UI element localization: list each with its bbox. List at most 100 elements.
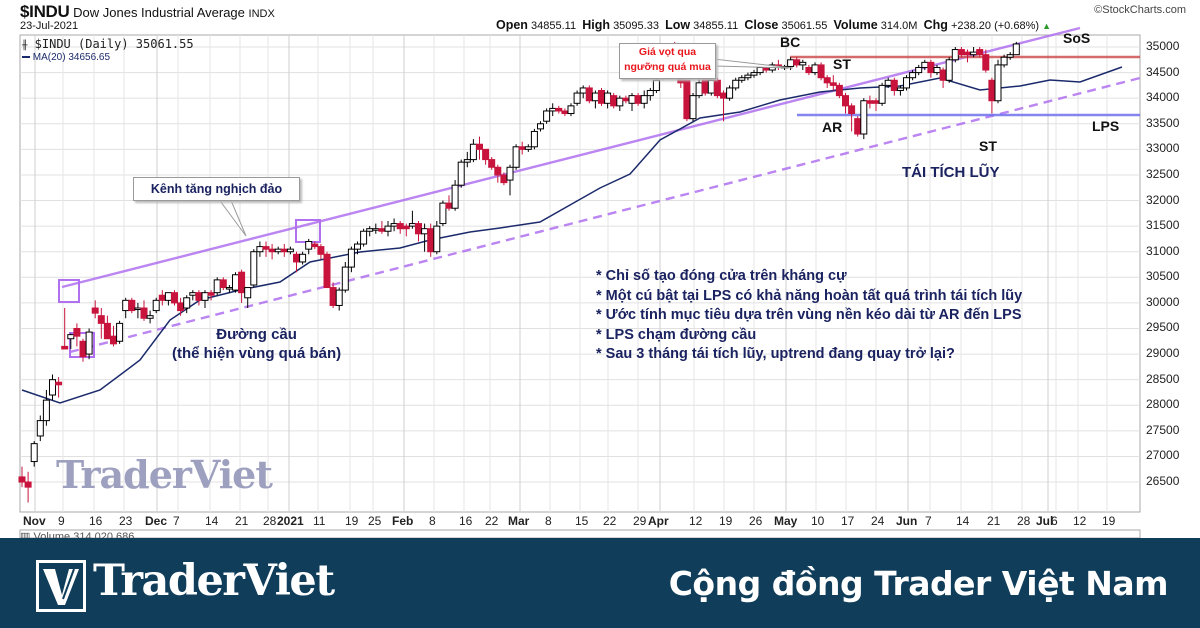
y-tick-label: 34500 <box>1146 64 1180 79</box>
y-tick-label: 30500 <box>1146 269 1180 284</box>
bar-chart-icon: ▥ <box>20 531 31 543</box>
label-st-1: ST <box>833 56 851 72</box>
x-tick-label: 21 <box>235 514 249 528</box>
x-tick-label: 16 <box>89 514 103 528</box>
open-value: 34855.11 <box>531 20 577 32</box>
copyright: ©StockCharts.com <box>1094 4 1186 16</box>
label-sos: SoS <box>1063 30 1091 46</box>
label-bc: BC <box>780 34 801 50</box>
x-tick-label: 8 <box>429 514 436 528</box>
demand-line-label-2: (thể hiện vùng quá bán) <box>172 345 342 362</box>
legend-price: ╫ $INDU (Daily) 35061.55 <box>22 37 194 51</box>
y-tick-label: 32500 <box>1146 166 1180 181</box>
y-tick-label: 30000 <box>1146 294 1180 309</box>
logo-icon <box>36 560 86 612</box>
reaccumulation-label: TÁI TÍCH LŨY <box>902 164 1000 181</box>
x-tick-label: 12 <box>689 514 703 528</box>
note-item: * Một cú bật tại LPS có khả năng hoàn tấ… <box>596 287 1023 304</box>
x-tick-label: 28 <box>1017 514 1031 528</box>
legend-ma-label: MA(20) 34656.65 <box>32 52 111 63</box>
x-tick-label: 12 <box>1073 514 1087 528</box>
y-tick-label: 29500 <box>1146 320 1180 335</box>
x-tick-label: 8 <box>545 514 552 528</box>
x-tick-label: 28 <box>263 514 277 528</box>
x-tick-label: Mar <box>508 514 530 528</box>
x-tick-label: 21 <box>987 514 1001 528</box>
x-tick-label: 7 <box>925 514 932 528</box>
callout-overbought: Giá vọt qua ngưỡng quá mua <box>619 43 716 79</box>
x-tick-label: Nov <box>23 514 46 528</box>
y-tick-label: 27500 <box>1146 422 1180 437</box>
symbol: $INDU <box>20 2 70 21</box>
y-tick-label: 33000 <box>1146 141 1180 156</box>
label-lps: LPS <box>1092 118 1120 134</box>
note-item: * Ước tính mục tiêu dựa trên vùng nền ké… <box>596 307 1022 323</box>
x-tick-label: 23 <box>119 514 133 528</box>
close-value: 35061.55 <box>781 20 828 32</box>
note-item: * LPS chạm đường cầu <box>596 326 757 343</box>
x-tick-label: 9 <box>58 514 65 528</box>
close-label: Close <box>744 18 779 32</box>
label-st-2: ST <box>979 138 997 154</box>
chg-value: +238.20 (+0.68%) <box>950 20 1040 32</box>
legend-ma: MA(20) 34656.65 <box>22 52 110 63</box>
demand-line-label: Đường cầu (thể hiện vùng quá bán) <box>172 325 341 363</box>
low-value: 34855.11 <box>693 20 739 32</box>
x-tick-label: 7 <box>173 514 180 528</box>
x-tick-label: 19 <box>719 514 733 528</box>
y-tick-label: 32000 <box>1146 192 1180 207</box>
x-tick-label: 16 <box>459 514 473 528</box>
x-tick-label: 19 <box>1102 514 1116 528</box>
y-tick-label: 28000 <box>1146 397 1180 412</box>
x-tick-label: Feb <box>392 514 414 528</box>
open-label: Open <box>496 18 528 32</box>
x-tick-label: 14 <box>205 514 219 528</box>
exchange: INDX <box>248 8 275 20</box>
x-tick-label: 22 <box>485 514 499 528</box>
legend-price-label: $INDU (Daily) 35061.55 <box>34 37 194 51</box>
y-tick-label: 26500 <box>1146 474 1180 489</box>
label-ar: AR <box>822 119 843 135</box>
callout-overbought-line-1: Giá vọt qua <box>638 46 697 58</box>
high-value: 35095.33 <box>613 20 659 32</box>
x-tick-label: 11 <box>313 514 326 528</box>
callout-channel: Kênh tăng nghịch đảo <box>133 177 300 201</box>
note-item: * Chỉ số tạo đóng cửa trên kháng cự <box>596 268 847 284</box>
volume-value: 314.0M <box>880 20 918 32</box>
watermark: TraderViet <box>56 452 273 497</box>
analysis-notes: * Chỉ số tạo đóng cửa trên kháng cự * Mộ… <box>596 267 1022 365</box>
x-tick-label: May <box>774 514 798 528</box>
high-label: High <box>582 18 610 32</box>
note-item: * Sau 3 tháng tái tích lũy, uptrend đang… <box>596 346 955 362</box>
chart-title: $INDU Dow Jones Industrial Average INDX <box>20 2 275 22</box>
chart-date: 23-Jul-2021 <box>20 20 79 32</box>
x-tick-label: 25 <box>368 514 382 528</box>
demand-line-label-1: Đường cầu <box>216 326 297 343</box>
x-tick-label: Apr <box>648 514 669 528</box>
y-tick-label: 31500 <box>1146 218 1180 233</box>
x-tick-label: 15 <box>575 514 589 528</box>
y-tick-label: 29000 <box>1146 346 1180 361</box>
index-name: Dow Jones Industrial Average <box>73 5 245 20</box>
x-tick-label: 24 <box>871 514 885 528</box>
y-tick-label: 27000 <box>1146 448 1180 463</box>
low-label: Low <box>665 18 691 32</box>
y-tick-label: 33500 <box>1146 115 1180 130</box>
x-tick-label: 14 <box>956 514 970 528</box>
candlestick-icon: ╫ <box>22 41 28 51</box>
y-tick-label: 31000 <box>1146 243 1180 258</box>
up-arrow-icon: ▲ <box>1042 21 1052 31</box>
y-tick-label: 35000 <box>1146 39 1180 53</box>
x-tick-label: Jun <box>896 514 918 528</box>
x-tick-label: 10 <box>811 514 825 528</box>
ohlc-summary: Open 34855.11 High 35095.33 Low 34855.11… <box>496 18 1051 32</box>
brand-name: TraderViet <box>93 556 335 606</box>
x-tick-label: 17 <box>841 514 855 528</box>
line-dash-icon <box>22 56 30 59</box>
x-tick-label: 29 <box>633 514 647 528</box>
x-tick-label: Jul <box>1036 514 1054 528</box>
y-tick-label: 34000 <box>1146 90 1180 105</box>
x-tick-label: 26 <box>749 514 763 528</box>
v-logo-icon <box>43 568 79 605</box>
